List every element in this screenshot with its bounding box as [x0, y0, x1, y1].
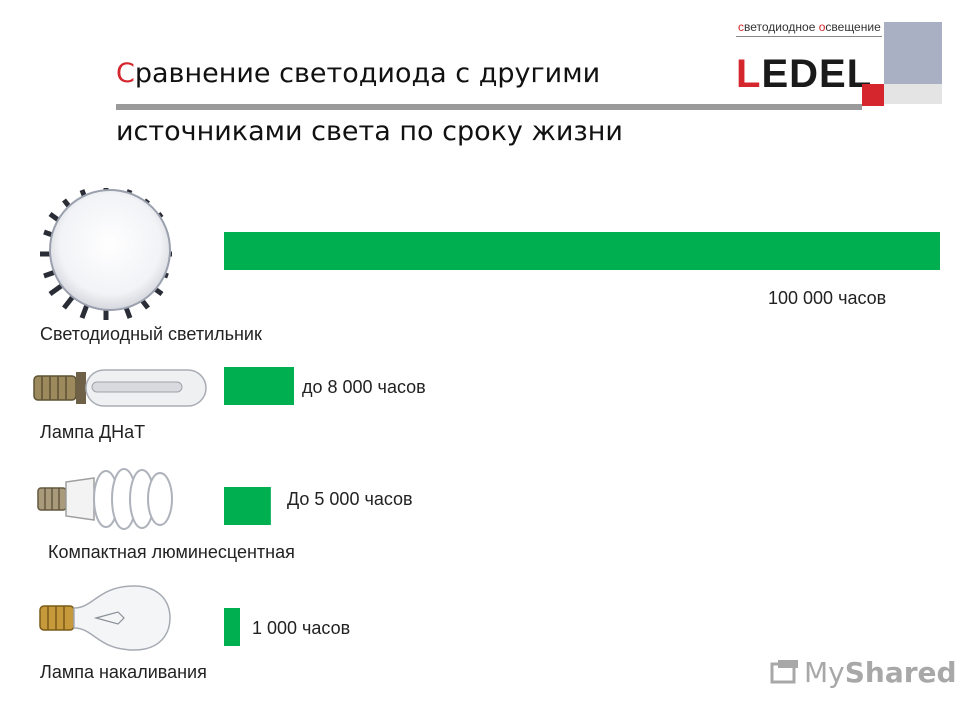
- value-label-incandescent: 1 000 часов: [252, 618, 351, 638]
- incandescent-bulb-icon: [39, 585, 171, 651]
- logo-gray-square: [884, 22, 942, 84]
- title-divider: [116, 104, 862, 110]
- bar-cfl: [224, 487, 271, 525]
- ledel-logo: LEDEL: [736, 52, 873, 96]
- category-label-hps: Лампа ДНаТ: [40, 422, 146, 442]
- myshared-logo-icon: [770, 660, 798, 684]
- title-accent-letter: С: [116, 58, 135, 89]
- slide-title-line1: Сравнение светодиода с другими: [116, 58, 600, 89]
- led-luminaire-icon: [40, 188, 172, 320]
- bar-led: [224, 232, 940, 270]
- logo-tagline: светодиодное освещение: [738, 20, 881, 34]
- value-label-led: 100 000 часов: [768, 288, 887, 308]
- category-label-led: Светодиодный светильник: [40, 324, 262, 344]
- logo-divider: [736, 36, 882, 37]
- cfl-lamp-icon: [37, 468, 173, 530]
- logo-gray-strip: [884, 84, 942, 104]
- value-label-hps: до 8 000 часов: [302, 377, 426, 397]
- hps-lamp-icon: [33, 369, 207, 407]
- title-line1-text: равнение светодиода с другими: [134, 58, 601, 89]
- myshared-watermark: MyShared: [770, 656, 957, 689]
- bar-hps: [224, 367, 294, 405]
- bar-incandescent: [224, 608, 240, 646]
- logo-red-square: [862, 84, 884, 106]
- slide-title-line2: источниками света по сроку жизни: [116, 116, 623, 147]
- category-label-incandescent: Лампа накаливания: [40, 662, 207, 682]
- value-label-cfl: До 5 000 часов: [287, 489, 413, 509]
- category-label-cfl: Компактная люминесцентная: [48, 542, 295, 562]
